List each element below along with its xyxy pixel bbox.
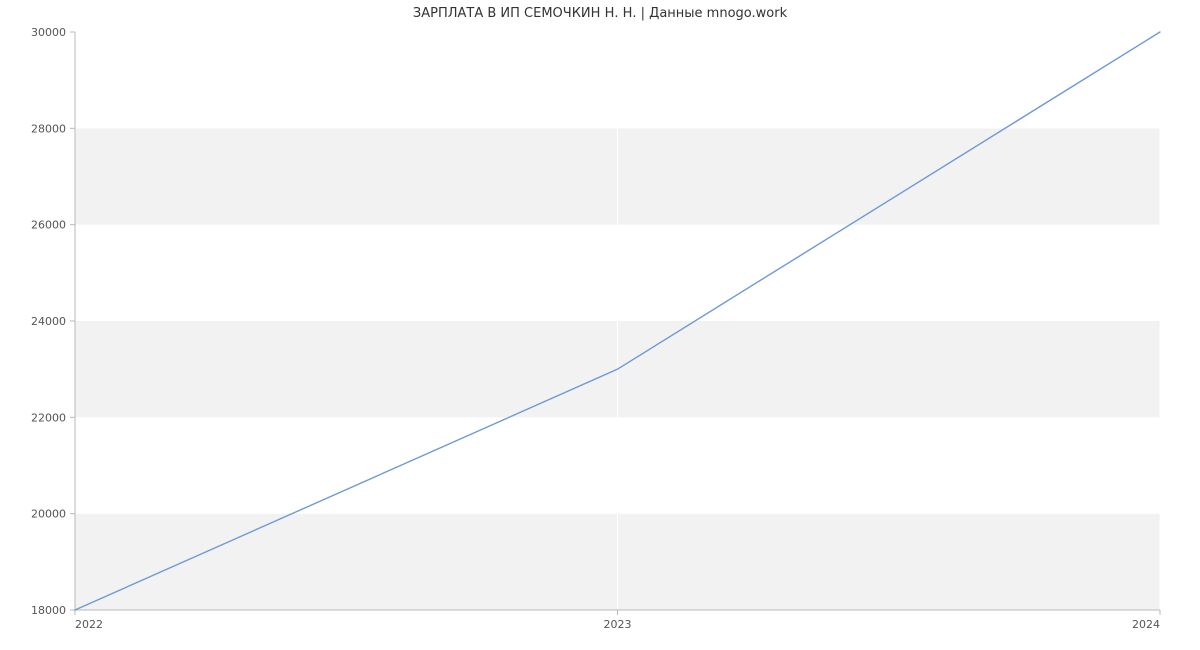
x-tick-label: 2024 <box>1132 618 1160 631</box>
y-tick-label: 20000 <box>31 508 66 521</box>
y-tick-label: 26000 <box>31 219 66 232</box>
y-tick-label: 30000 <box>31 26 66 39</box>
y-tick-label: 28000 <box>31 122 66 135</box>
x-tick-label: 2022 <box>75 618 103 631</box>
y-tick-label: 24000 <box>31 315 66 328</box>
y-tick-label: 22000 <box>31 411 66 424</box>
x-tick-label: 2023 <box>604 618 632 631</box>
y-tick-label: 18000 <box>31 604 66 617</box>
chart-svg: 18000 20000 22000 24000 26000 28000 30000 2022 2… <box>0 0 1200 650</box>
salary-line-chart: ЗАРПЛАТА В ИП СЕМОЧКИН Н. Н. | Данные mn… <box>0 0 1200 650</box>
